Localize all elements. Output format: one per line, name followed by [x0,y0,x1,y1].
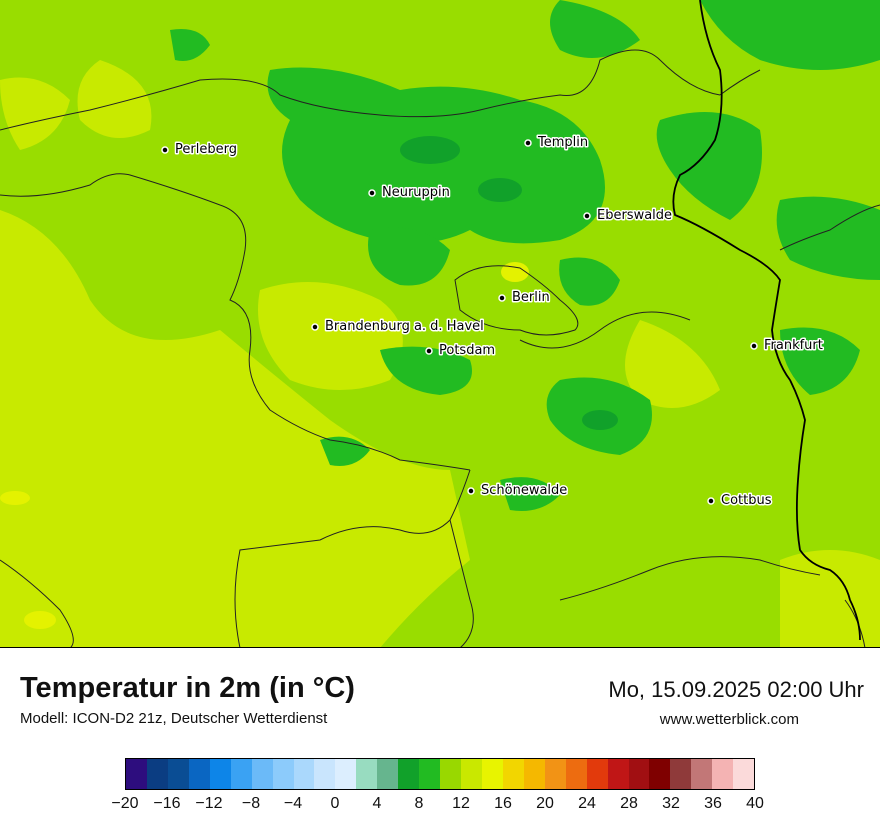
city-neuruppin[interactable]: Neuruppin [368,184,451,202]
city-label: Cottbus [721,493,772,508]
legend-color-bar [125,758,755,790]
legend-swatch [523,759,545,789]
legend-swatch [670,759,692,789]
city-berlin[interactable]: Berlin [498,289,551,307]
city-label: Potsdam [439,343,495,358]
city-dot [425,347,433,355]
warm-zones [0,60,880,648]
city-dot [750,342,758,350]
legend-tick-label: 16 [494,795,512,812]
city-schoenewalde[interactable]: Schönewalde [467,482,569,500]
legend-swatch [544,759,566,789]
legend-swatch [691,759,713,789]
cool-spots [400,136,618,430]
legend-tick-label: 20 [536,795,554,812]
legend-swatch [649,759,671,789]
city-dot [707,497,715,505]
legend-tick-label: 36 [704,795,722,812]
city-frankfurt[interactable]: Frankfurt [750,337,824,355]
map-title: Temperatur in 2m (in °C) [20,672,355,704]
city-label: Brandenburg a. d. Havel [325,319,484,334]
legend-swatch [230,759,252,789]
legend-swatch [377,759,399,789]
legend-tick-label: −12 [195,795,223,812]
city-dot [368,189,376,197]
legend-tick-label: 12 [452,795,470,812]
legend-swatch [314,759,336,789]
legend-swatch [607,759,629,789]
legend-tick-label: −4 [283,795,303,812]
city-label: Berlin [512,290,550,305]
city-label: Schönewalde [481,483,567,498]
legend-swatch [733,759,755,789]
city-markers: Perleberg Templin Neuruppin Eberswalde B… [161,134,824,510]
legend-swatch [188,759,210,789]
legend-tick-label: 0 [330,795,340,812]
city-brandenburg[interactable]: Brandenburg a. d. Havel [311,318,485,336]
city-eberswalde[interactable]: Eberswalde [583,207,674,225]
legend-tick-label: 40 [746,795,764,812]
legend-swatch [293,759,315,789]
city-dot [161,146,169,154]
city-label: Frankfurt [764,338,823,353]
legend-tick-label: 8 [414,795,424,812]
legend-swatch [461,759,482,789]
city-potsdam[interactable]: Potsdam [425,342,497,360]
city-dot [583,212,591,220]
legend-tick-label: 32 [662,795,680,812]
legend-tick-label: −20 [111,795,139,812]
legend-swatch [419,759,441,789]
legend-swatch [586,759,608,789]
legend-swatch [440,759,461,789]
warm-spots [0,262,529,629]
temperature-map: Perleberg Templin Neuruppin Eberswalde B… [0,0,880,648]
forecast-datetime: Mo, 15.09.2025 02:00 Uhr [608,677,864,702]
state-borders [0,49,880,648]
legend-swatch [502,759,524,789]
legend-swatch [126,759,147,789]
legend-swatch [335,759,357,789]
city-dot [498,294,506,302]
legend-swatch [167,759,189,789]
legend-swatch [272,759,294,789]
city-dot [467,487,475,495]
legend-swatch [146,759,168,789]
city-label: Eberswalde [597,208,672,223]
model-info: Modell: ICON-D2 21z, Deutscher Wetterdie… [20,710,328,727]
legend-swatch [628,759,650,789]
legend-swatch [712,759,734,789]
legend-swatch [565,759,587,789]
city-label: Perleberg [175,142,237,157]
cool-zones [170,0,880,511]
website-link[interactable]: www.wetterblick.com [659,711,799,728]
city-cottbus[interactable]: Cottbus [707,492,773,510]
city-label: Neuruppin [382,185,450,200]
legend-tick-label: −8 [241,795,261,812]
legend-tick-label: 4 [372,795,382,812]
legend-swatch [356,759,378,789]
legend-swatch [481,759,503,789]
city-dot [524,139,532,147]
legend-swatch [398,759,420,789]
legend-tick-label: 24 [578,795,596,812]
legend-tick-label: 28 [620,795,638,812]
city-dot [311,323,319,331]
legend-swatch [209,759,231,789]
color-legend: −20 −16 −12 −8 −4 0 4 8 12 16 20 24 28 32 36 40 [111,758,764,812]
city-perleberg[interactable]: Perleberg [161,141,238,159]
legend-swatch [251,759,273,789]
legend-tick-label: −16 [153,795,181,812]
national-border [672,0,861,641]
city-templin[interactable]: Templin [524,134,590,152]
city-label: Templin [537,135,588,150]
